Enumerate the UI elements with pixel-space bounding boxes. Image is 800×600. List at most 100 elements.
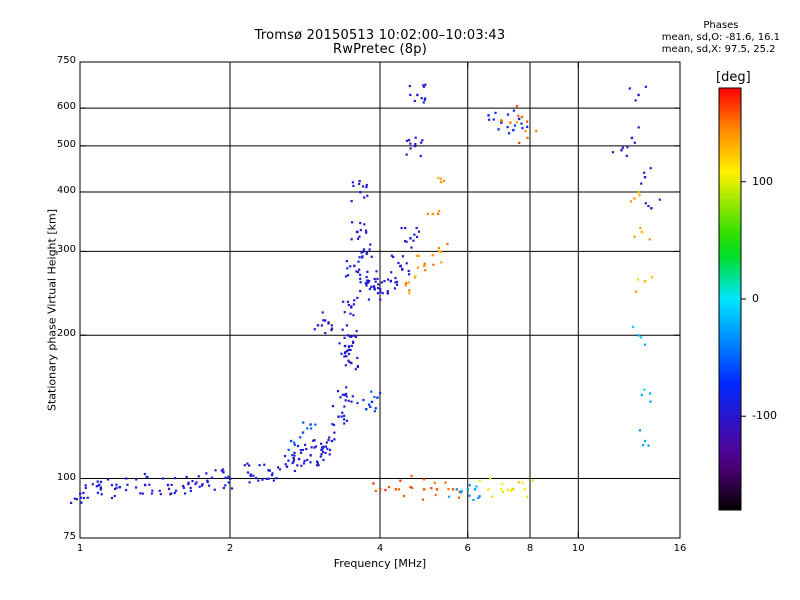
data-point (289, 439, 293, 443)
data-point (312, 439, 315, 442)
data-point (640, 182, 643, 185)
data-point (328, 453, 331, 456)
data-point (636, 278, 640, 281)
data-point (635, 290, 638, 293)
data-point (447, 488, 450, 491)
data-point (293, 454, 296, 457)
data-point (343, 405, 346, 408)
data-point (376, 286, 380, 290)
data-point (511, 488, 514, 491)
x-tick-label: 1 (76, 543, 84, 554)
data-point (194, 482, 197, 486)
x-tick-label: 6 (464, 543, 471, 554)
data-point (422, 84, 425, 87)
data-point (181, 484, 185, 488)
data-point (287, 459, 290, 462)
data-point (517, 481, 520, 484)
data-point (376, 277, 379, 280)
data-point (365, 407, 368, 411)
data-point (647, 444, 650, 447)
data-point (344, 364, 347, 367)
data-point (346, 350, 349, 353)
data-point (352, 334, 355, 337)
data-point (365, 183, 368, 187)
data-point (408, 84, 411, 88)
data-point (293, 451, 296, 454)
data-point (366, 270, 369, 273)
data-point (472, 498, 475, 502)
data-point (409, 142, 412, 145)
data-point (643, 175, 647, 179)
chart-subtitle: RwPretec (8p) (333, 42, 427, 57)
data-point (319, 442, 323, 445)
data-point (517, 114, 520, 117)
data-point (296, 464, 299, 467)
data-point (379, 298, 382, 301)
data-point (368, 403, 371, 406)
data-point (283, 454, 287, 458)
data-point (275, 477, 278, 480)
data-point (500, 488, 503, 491)
data-point (368, 287, 371, 291)
data-point (301, 448, 304, 452)
data-point (517, 117, 521, 121)
data-point (249, 473, 253, 476)
data-point (110, 496, 114, 500)
data-point (367, 298, 371, 301)
data-point (526, 495, 529, 498)
data-point (170, 483, 173, 486)
data-point (205, 472, 208, 475)
data-point (224, 484, 227, 487)
data-point (492, 118, 495, 121)
data-point (352, 314, 355, 317)
data-point (372, 482, 375, 485)
data-point (649, 167, 652, 170)
data-point (258, 464, 261, 467)
data-point (267, 469, 270, 472)
data-point (362, 250, 365, 253)
data-point (524, 130, 527, 133)
data-point (415, 235, 419, 239)
data-point (299, 449, 302, 452)
data-point (500, 119, 503, 122)
data-point (330, 439, 334, 443)
colorbar-unit: [deg] (716, 70, 751, 85)
data-point (625, 154, 628, 157)
data-point (227, 475, 230, 478)
data-point (306, 458, 309, 462)
data-point (420, 97, 423, 100)
data-point (424, 83, 427, 86)
data-point (535, 129, 538, 133)
data-point (359, 273, 362, 276)
data-point (506, 126, 509, 129)
data-point (151, 489, 154, 492)
data-point (277, 466, 280, 469)
data-point (423, 262, 426, 265)
data-point (328, 436, 331, 439)
phase-stats-heading: Phases (703, 20, 739, 31)
data-point (99, 488, 103, 491)
data-point (339, 396, 342, 399)
data-point (639, 226, 642, 230)
data-point (183, 492, 187, 495)
data-point (377, 283, 380, 286)
data-point (650, 276, 654, 279)
data-point (650, 207, 653, 210)
data-point (356, 401, 359, 405)
data-point (415, 254, 418, 257)
data-point (252, 474, 255, 477)
data-point (497, 128, 500, 131)
data-point (417, 254, 420, 258)
data-point (347, 348, 350, 352)
data-point (150, 492, 154, 495)
data-point (321, 311, 324, 314)
data-point (135, 478, 138, 481)
data-point (327, 438, 330, 442)
phase-stats-x: mean, sd,X: 97.5, 25.2 (661, 44, 776, 55)
data-point (455, 488, 459, 491)
data-point (198, 485, 201, 488)
data-point (359, 289, 362, 293)
data-point (248, 464, 251, 467)
data-point (355, 270, 358, 273)
data-point (404, 284, 407, 287)
